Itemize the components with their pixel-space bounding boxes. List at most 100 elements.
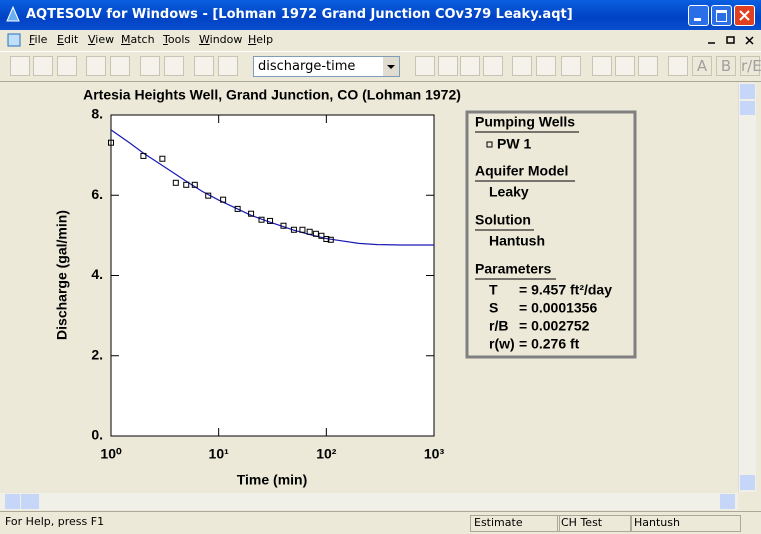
toolbar-button[interactable]: [638, 56, 658, 76]
menu-bar: File Edit View Match Tools Window Help: [0, 30, 761, 49]
toolbar-button[interactable]: [460, 56, 480, 76]
status-field: Estimate: [470, 515, 560, 532]
toolbar-button[interactable]: r/E: [740, 56, 761, 76]
data-point: [323, 235, 330, 242]
panel-heading: Parameters: [475, 261, 551, 277]
chart: Artesia Heights Well, Grand Junction, CO…: [54, 87, 637, 488]
chart-title: Artesia Heights Well, Grand Junction, CO…: [83, 87, 461, 103]
data-point: [327, 236, 334, 243]
data-point: [258, 216, 265, 223]
status-bar: For Help, press F1 Estimate CH Test Hantush: [0, 511, 761, 534]
panel-text: Hantush: [489, 233, 545, 249]
data-point: [318, 232, 325, 239]
data-point: [220, 196, 227, 203]
y-tick-label: 6.: [91, 186, 103, 202]
toolbar-button[interactable]: [483, 56, 503, 76]
legend-entry: PW 1: [497, 136, 531, 152]
panel-heading: Aquifer Model: [475, 163, 568, 179]
legend-marker: [486, 141, 493, 148]
toolbar-button[interactable]: [164, 56, 184, 76]
param-name: S: [489, 300, 498, 316]
toolbar-button[interactable]: [57, 56, 77, 76]
toolbar-button[interactable]: [536, 56, 556, 76]
status-field: CH Test: [557, 515, 632, 532]
toolbar-button[interactable]: [10, 56, 30, 76]
y-tick-label: 8.: [91, 106, 103, 122]
data-point: [191, 181, 198, 188]
data-point: [312, 230, 319, 237]
info-panel: [465, 110, 637, 359]
horizontal-scrollbar[interactable]: [0, 493, 738, 510]
view-select[interactable]: discharge-time: [253, 56, 400, 77]
x-axis-label: Time (min): [237, 472, 308, 488]
data-point: [306, 228, 313, 235]
toolbar-button[interactable]: [194, 56, 214, 76]
vertical-scrollbar[interactable]: [738, 83, 756, 492]
toolbar-button[interactable]: [512, 56, 532, 76]
data-point: [280, 222, 287, 229]
fitted-curve: [110, 129, 434, 246]
toolbar-button[interactable]: [668, 56, 688, 76]
param-name: T: [489, 282, 498, 298]
app-icon: [6, 6, 20, 22]
toolbar-button[interactable]: B: [716, 56, 736, 76]
data-point: [159, 155, 166, 162]
menu-item[interactable]: Match: [121, 33, 155, 46]
param-name: r(w): [489, 336, 515, 352]
param-value: = 9.457 ft²/day: [519, 282, 612, 298]
data-point: [205, 192, 212, 199]
toolbar-button[interactable]: A: [692, 56, 712, 76]
toolbar-button[interactable]: [438, 56, 458, 76]
data-point: [290, 226, 297, 233]
y-tick-label: 0.: [91, 427, 103, 443]
toolbar-button[interactable]: [86, 56, 106, 76]
x-tick-label: 10⁰: [100, 446, 122, 462]
panel-heading: Solution: [475, 212, 531, 228]
close-button[interactable]: [734, 5, 755, 26]
y-tick-label: 4.: [91, 266, 103, 282]
menu-item[interactable]: Help: [248, 33, 274, 46]
data-point: [267, 217, 274, 224]
menu-item[interactable]: View: [88, 33, 115, 46]
window-title: AQTESOLV for Windows - [Lohman 1972 Gran…: [26, 7, 573, 22]
menu-item[interactable]: Edit: [57, 33, 79, 46]
maximize-button[interactable]: [711, 5, 732, 26]
toolbar-button[interactable]: [140, 56, 160, 76]
panel-heading: Pumping Wells: [475, 114, 575, 130]
toolbar-button[interactable]: [218, 56, 238, 76]
param-value: = 0.0001356: [519, 300, 597, 316]
menu-item[interactable]: File: [29, 33, 48, 46]
toolbar-button[interactable]: [415, 56, 435, 76]
toolbar-button[interactable]: [561, 56, 581, 76]
plot-area: [110, 114, 435, 437]
toolbar-button[interactable]: [110, 56, 130, 76]
data-point: [108, 139, 114, 146]
status-field: For Help, press F1: [5, 515, 105, 528]
param-value: = 0.002752: [519, 318, 590, 334]
toolbar-button[interactable]: [615, 56, 635, 76]
view-select-text: discharge-time: [258, 59, 356, 74]
doc-icon: [7, 33, 21, 47]
title-bar: AQTESOLV for Windows - [Lohman 1972 Gran…: [0, 0, 761, 30]
param-value: = 0.276 ft: [519, 336, 580, 352]
data-point: [183, 181, 190, 188]
data-point: [248, 210, 255, 217]
data-point: [172, 179, 179, 186]
toolbar-button[interactable]: [592, 56, 612, 76]
data-point: [140, 152, 147, 159]
mdi-controls[interactable]: [700, 33, 760, 47]
data-point: [299, 226, 306, 233]
data-point: [234, 205, 241, 212]
menu-item[interactable]: Window: [199, 33, 243, 46]
toolbar-button[interactable]: [33, 56, 53, 76]
y-tick-label: 2.: [91, 346, 103, 362]
y-axis-label: Discharge (gal/min): [54, 210, 70, 340]
x-tick-label: 10³: [424, 446, 445, 462]
x-tick-label: 10²: [316, 446, 337, 462]
status-field: Hantush: [630, 515, 741, 532]
menu-item[interactable]: Tools: [163, 33, 191, 46]
x-tick-label: 10¹: [209, 446, 230, 462]
minimize-button[interactable]: [688, 5, 709, 26]
